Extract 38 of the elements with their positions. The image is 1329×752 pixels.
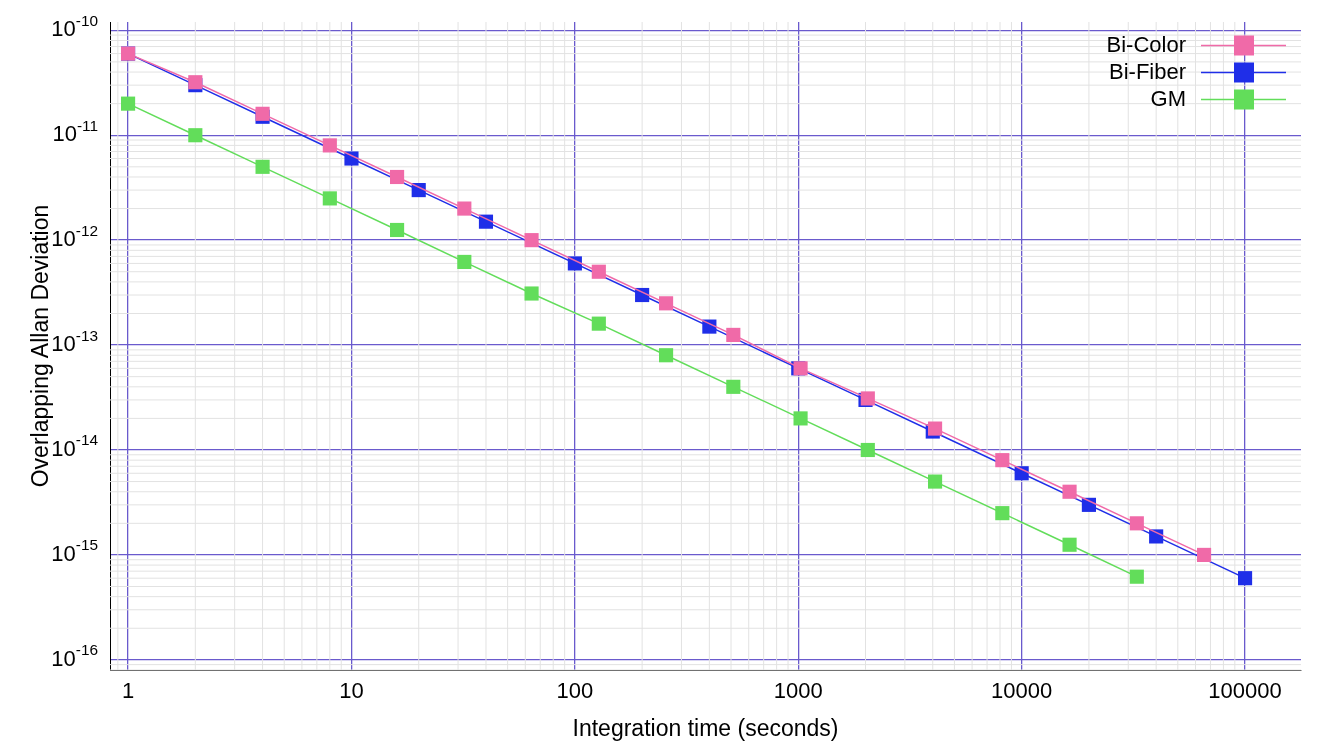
point [927, 474, 943, 489]
point [860, 442, 875, 458]
point [390, 169, 405, 185]
point [726, 379, 741, 394]
x-tick-label: 1 [121, 678, 135, 704]
x-tick-label: 100 [556, 678, 594, 704]
point [322, 191, 337, 206]
point [121, 96, 136, 111]
point [1196, 547, 1212, 562]
point [1062, 484, 1077, 499]
point [1062, 537, 1077, 552]
x-axis-title: Integration time (seconds) [572, 715, 839, 742]
point [591, 264, 606, 279]
x-tick-label: 100000 [1208, 678, 1282, 704]
point [188, 128, 203, 143]
point [995, 453, 1010, 468]
point [659, 348, 674, 363]
point [726, 327, 741, 342]
point [1129, 516, 1144, 531]
point [255, 159, 270, 174]
point [995, 506, 1010, 521]
point [524, 286, 539, 301]
legend-label: GM [1150, 85, 1187, 111]
x-tick-label: 1000 [773, 678, 823, 704]
point [659, 296, 674, 311]
point [322, 138, 337, 153]
point [591, 316, 606, 331]
point [457, 254, 472, 269]
point [390, 222, 405, 238]
point [524, 233, 539, 248]
legend-label: Bi-Color [1106, 31, 1187, 57]
x-tick-label: 10 [339, 678, 364, 704]
x-tick-label: 10000 [991, 678, 1053, 704]
point [457, 201, 472, 216]
point [1129, 569, 1144, 584]
point [793, 411, 808, 426]
y-axis-title: Overlapping Allan Deviation [26, 204, 53, 488]
legend-label: Bi-Fiber [1108, 58, 1186, 84]
